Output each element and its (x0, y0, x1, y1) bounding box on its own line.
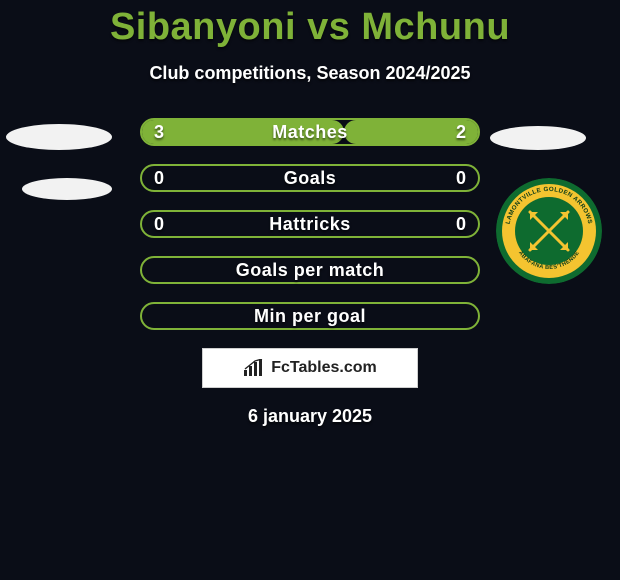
stat-row: Hattricks0 0 (140, 210, 480, 238)
source-badge: FcTables.com (202, 348, 418, 388)
stat-label: Hattricks (142, 212, 478, 236)
stat-label: Matches (142, 120, 478, 144)
stat-value-right: 0 (456, 166, 466, 190)
stat-pill: Goals0 0 (140, 164, 480, 192)
stat-row: Goals per match (140, 256, 480, 284)
source-badge-text: FcTables.com (271, 359, 377, 377)
comparison-infographic: Sibanyoni vs Mchunu Club competitions, S… (0, 0, 620, 580)
stat-label: Min per goal (142, 304, 478, 328)
page-title: Sibanyoni vs Mchunu (0, 0, 620, 49)
stat-value-left: 3 (154, 120, 164, 144)
stat-row: Matches3 2 (140, 118, 480, 146)
stat-pill: Min per goal (140, 302, 480, 330)
generated-date: 6 january 2025 (0, 406, 620, 427)
stat-value-left: 0 (154, 212, 164, 236)
stat-pill: Goals per match (140, 256, 480, 284)
bar-chart-icon (243, 359, 265, 377)
stat-row: Min per goal (140, 302, 480, 330)
stat-value-left: 0 (154, 166, 164, 190)
stat-label: Goals per match (142, 258, 478, 282)
stat-row: Goals0 0 (140, 164, 480, 192)
stat-pill: Matches3 2 (140, 118, 480, 146)
page-subtitle: Club competitions, Season 2024/2025 (0, 63, 620, 84)
stat-pill: Hattricks0 0 (140, 210, 480, 238)
stat-value-right: 0 (456, 212, 466, 236)
stats-panel: Matches32Goals00Hattricks00Goals per mat… (0, 118, 620, 330)
stat-value-right: 2 (456, 120, 466, 144)
stat-label: Goals (142, 166, 478, 190)
